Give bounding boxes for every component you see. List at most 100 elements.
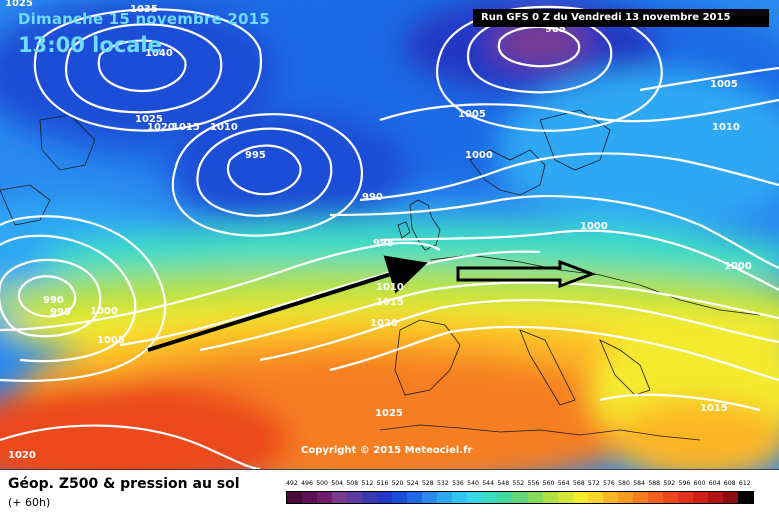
isobar-995-uk: 995 [373, 238, 394, 249]
scale-label-536: 536 [452, 480, 464, 487]
isobar-labels: 1025 1035 1040 1025 1020 1015 1010 995 9… [5, 0, 752, 461]
isobar-1000-west: 1000 [90, 306, 118, 317]
scale-swatch-612 [737, 492, 753, 503]
scale-label-572: 572 [587, 480, 600, 487]
isobar-990-atlantic: 990 [362, 192, 383, 203]
isobar-1020-sw: 1020 [8, 450, 36, 461]
scale-swatch-600 [692, 492, 708, 503]
scale-label-500: 500 [316, 480, 328, 487]
scale-swatch-492 [287, 492, 303, 503]
isobar-1000-east: 1000 [724, 261, 752, 272]
scale-swatch-592 [662, 492, 678, 503]
scale-swatch-580 [617, 492, 633, 503]
scale-label-516: 516 [376, 480, 389, 487]
scale-swatch-508 [347, 492, 363, 503]
isobar-995-west-low: 995 [50, 307, 71, 318]
geopotential-map-canvas: 1025 1035 1040 1025 1020 1015 1010 995 9… [0, 0, 779, 469]
forecast-time: 13:00 locale [18, 33, 162, 57]
scale-swatch-520 [392, 492, 408, 503]
scale-label-504: 504 [331, 480, 344, 487]
scale-swatch-576 [602, 492, 618, 503]
isobar-1015-biscay: 1015 [376, 297, 404, 308]
isobar-1010-biscay: 1010 [376, 282, 404, 293]
scale-swatch-528 [422, 492, 438, 503]
colour-scale-labels: 492 496 500 504 508 512 516 520 524 528 532 536 540 5… [286, 480, 754, 490]
scale-label-548: 548 [497, 480, 510, 487]
scale-swatch-500 [317, 492, 333, 503]
scale-label-544: 544 [482, 480, 495, 487]
isobar-1005-ne: 1005 [710, 79, 738, 90]
isobar-1010-atlantic: 1010 [210, 122, 238, 133]
legend-title: Géop. Z500 & pression au sol [8, 476, 240, 492]
scale-swatch-496 [302, 492, 318, 503]
scale-swatch-596 [677, 492, 693, 503]
isobar-1035: 1035 [130, 4, 158, 15]
scale-swatch-568 [572, 492, 588, 503]
colour-scale-bar [286, 491, 754, 504]
scale-swatch-560 [542, 492, 558, 503]
scale-label-520: 520 [391, 480, 404, 487]
map-legend: Géop. Z500 & pression au sol (+ 60h) 492… [0, 469, 779, 527]
scale-label-596: 596 [678, 480, 691, 487]
scale-swatch-524 [407, 492, 423, 503]
scale-label-512: 512 [361, 480, 374, 487]
isobar-990-west-low: 990 [43, 295, 64, 306]
jet-arrow-europe [456, 259, 597, 289]
scale-label-584: 584 [633, 480, 646, 487]
jet-arrow-atlantic [147, 255, 428, 352]
scale-label-612: 612 [738, 480, 751, 487]
scale-swatch-516 [377, 492, 393, 503]
scale-label-496: 496 [301, 480, 313, 487]
scale-swatch-532 [437, 492, 453, 503]
isobar-1015-greenland: 1015 [172, 122, 200, 133]
scale-swatch-512 [362, 492, 378, 503]
scale-label-588: 588 [648, 480, 661, 487]
scale-label-580: 580 [618, 480, 630, 487]
scale-swatch-536 [452, 492, 468, 503]
scale-label-604: 604 [708, 480, 721, 487]
isobar-985-norway: 985 [545, 24, 566, 35]
isobar-1005-north: 1005 [458, 109, 486, 120]
isobar-1020-iberia: 1020 [370, 318, 398, 329]
scale-label-564: 564 [557, 480, 570, 487]
scale-label-600: 600 [693, 480, 706, 487]
scale-swatch-504 [332, 492, 348, 503]
scale-swatch-544 [482, 492, 498, 503]
scale-label-492: 492 [286, 480, 298, 487]
scale-label-532: 532 [436, 480, 449, 487]
isobar-1010-ne: 1010 [712, 122, 740, 133]
scale-label-592: 592 [663, 480, 676, 487]
isobar-1000-baltic: 1000 [580, 221, 608, 232]
scale-label-540: 540 [467, 480, 479, 487]
scale-label-508: 508 [346, 480, 359, 487]
scale-label-556: 556 [527, 480, 540, 487]
isobar-1020-greenland: 1020 [147, 122, 175, 133]
legend-forecast-hour: (+ 60h) [8, 496, 51, 509]
isobar-1040: 1040 [145, 48, 173, 59]
scale-swatch-604 [707, 492, 723, 503]
scale-label-608: 608 [723, 480, 736, 487]
scale-swatch-584 [632, 492, 648, 503]
copyright-notice: Copyright © 2015 Meteociel.fr [301, 445, 473, 456]
isobar-995-atlantic: 995 [245, 150, 266, 161]
scale-swatch-552 [512, 492, 528, 503]
isobar-1025-top-left: 1025 [5, 0, 33, 9]
isobar-1005-west: 1005 [97, 335, 125, 346]
scale-label-568: 568 [572, 480, 585, 487]
scale-swatch-588 [647, 492, 663, 503]
scale-swatch-548 [497, 492, 513, 503]
scale-swatch-540 [467, 492, 483, 503]
isobar-1000-scandinavia: 1000 [465, 150, 493, 161]
scale-label-576: 576 [603, 480, 615, 487]
scale-label-524: 524 [406, 480, 419, 487]
scale-swatch-572 [587, 492, 603, 503]
scale-label-528: 528 [421, 480, 434, 487]
geopotential-field [0, 0, 779, 469]
forecast-date: Dimanche 15 novembre 2015 [18, 10, 270, 28]
model-run-label: Run GFS 0 Z du Vendredi 13 novembre 2015 [473, 9, 769, 27]
isobars [0, 5, 779, 469]
isobar-1025-africa: 1025 [375, 408, 403, 419]
scale-label-552: 552 [512, 480, 525, 487]
scale-swatch-608 [722, 492, 738, 503]
weather-map: 1025 1035 1040 1025 1020 1015 1010 995 9… [0, 0, 779, 469]
